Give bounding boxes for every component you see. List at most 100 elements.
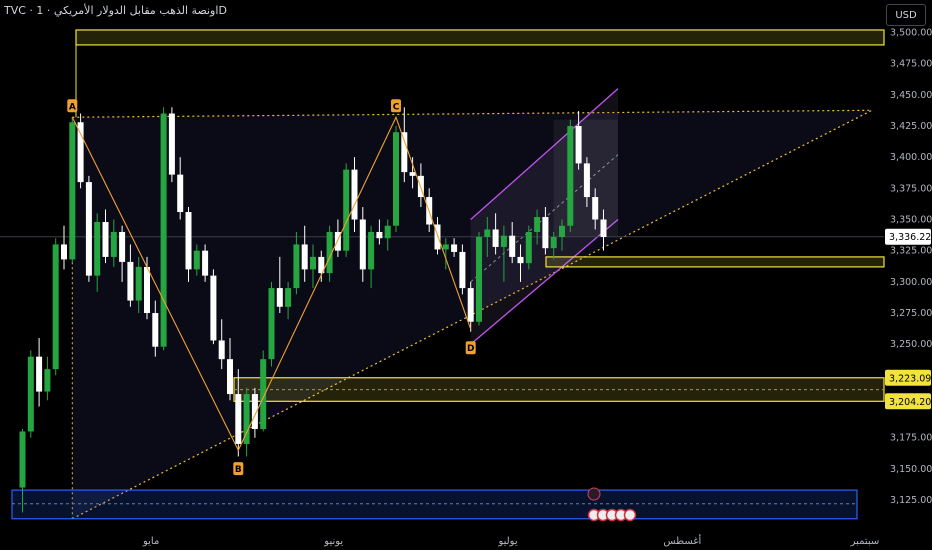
candle-body bbox=[326, 231, 333, 274]
candle-body bbox=[210, 275, 217, 341]
candle-body bbox=[525, 231, 532, 264]
candle-body bbox=[334, 231, 341, 251]
candle-body bbox=[351, 169, 358, 220]
pattern-point-c bbox=[391, 99, 401, 113]
candle-body bbox=[542, 217, 549, 249]
pattern-line bbox=[71, 115, 472, 452]
candle-body bbox=[285, 288, 292, 307]
candle-body bbox=[127, 261, 134, 301]
candle-body bbox=[451, 244, 458, 252]
x-tick-label: مايو bbox=[142, 536, 159, 547]
candle-body bbox=[434, 224, 441, 250]
candle-body bbox=[384, 225, 391, 239]
candle-body bbox=[85, 182, 92, 276]
zone-upper-tag-bg bbox=[885, 369, 931, 386]
candle-body bbox=[318, 256, 325, 274]
x-tick-label: يونيو bbox=[323, 536, 343, 547]
y-tick-label: 3,150.000 bbox=[890, 464, 932, 475]
zone-lower-tag-bg bbox=[885, 393, 931, 410]
candle-body bbox=[185, 212, 192, 270]
x-tick-label: أغسطس bbox=[663, 534, 701, 547]
candle-body bbox=[484, 229, 491, 237]
candle-body bbox=[160, 113, 167, 347]
channel-lower-line bbox=[470, 219, 619, 345]
candle-body bbox=[575, 125, 582, 164]
y-tick-label: 3,125.000 bbox=[890, 495, 932, 506]
candle-body bbox=[102, 222, 109, 257]
candle-body bbox=[202, 250, 209, 276]
current-price-tag: 3,336.220 bbox=[889, 232, 932, 243]
currency-button[interactable]: USD bbox=[886, 4, 926, 26]
zone-blue bbox=[11, 489, 858, 520]
candle-body bbox=[559, 225, 565, 237]
zone-top bbox=[75, 29, 885, 46]
candle-body bbox=[218, 340, 225, 360]
candle-body bbox=[44, 369, 51, 392]
foreground-drawings: A B C D bbox=[67, 99, 637, 522]
y-tick-label: 3,175.000 bbox=[890, 433, 932, 444]
candle-body bbox=[368, 231, 375, 270]
candle-body bbox=[583, 163, 590, 198]
zone-lower-tag: 3,204.205 bbox=[889, 397, 932, 408]
y-tick-label: 3,350.000 bbox=[890, 215, 932, 226]
candle-body bbox=[193, 250, 200, 270]
candle-body bbox=[260, 359, 267, 429]
resistance-dotted-line bbox=[72, 109, 873, 118]
candle-body bbox=[343, 169, 350, 251]
candle-body bbox=[534, 217, 541, 232]
channel-upper-line bbox=[470, 88, 619, 220]
candle-body bbox=[69, 122, 76, 260]
candle-body bbox=[567, 125, 574, 226]
price-axis[interactable]: 3,500.000 3,475.000 3,450.000 3,425.000 3,40… bbox=[885, 27, 932, 506]
y-tick-label: 3,425.000 bbox=[890, 121, 932, 132]
candle-body bbox=[376, 231, 383, 239]
symbol-title: TVC · اونصة الذهب مقابل الدولار الأمريكي… bbox=[4, 4, 227, 17]
candle-body bbox=[467, 288, 474, 322]
y-tick-label: 3,500.000 bbox=[890, 27, 932, 38]
candle-body bbox=[401, 132, 408, 173]
candle-body bbox=[550, 236, 557, 249]
economic-event-icon bbox=[623, 508, 637, 522]
candle-body bbox=[19, 431, 26, 488]
candle-body bbox=[409, 172, 416, 176]
candle-body bbox=[509, 235, 516, 257]
pattern-point-a bbox=[67, 99, 78, 113]
pattern-label: A bbox=[69, 102, 76, 112]
pattern-point-d bbox=[465, 341, 476, 355]
y-tick-label: 3,325.000 bbox=[890, 246, 932, 257]
candle-body bbox=[61, 244, 67, 260]
candle-body bbox=[94, 222, 101, 276]
candle-body bbox=[600, 219, 607, 237]
candle-body bbox=[152, 313, 159, 347]
candle-body bbox=[492, 229, 499, 247]
candle-body bbox=[310, 256, 316, 270]
candle-body bbox=[592, 197, 599, 220]
candle-body bbox=[177, 174, 184, 213]
candle-body bbox=[135, 266, 142, 301]
candle-body bbox=[144, 266, 150, 314]
y-tick-label: 3,300.000 bbox=[890, 277, 932, 288]
current-price-tag-bg bbox=[885, 228, 931, 245]
candle-body bbox=[517, 256, 524, 264]
pattern-label: B bbox=[235, 465, 242, 475]
y-tick-label: 3,450.000 bbox=[890, 90, 932, 101]
candle-body bbox=[251, 394, 258, 429]
candles bbox=[19, 107, 607, 513]
candle-body bbox=[243, 394, 250, 444]
candle-body bbox=[168, 113, 175, 175]
candle-body bbox=[359, 219, 366, 270]
candle-body bbox=[442, 244, 449, 250]
x-tick-label: يوليو bbox=[497, 536, 517, 547]
zone-upper-tag: 3,223.090 bbox=[889, 373, 932, 384]
zone-mid bbox=[545, 256, 885, 268]
y-tick-label: 3,400.000 bbox=[890, 152, 932, 163]
candle-body bbox=[119, 231, 126, 262]
candle-body bbox=[301, 244, 308, 270]
candle-body bbox=[459, 251, 466, 289]
time-axis[interactable]: مايو يونيو يوليو أغسطس سبتمبر bbox=[142, 534, 879, 547]
candle-body bbox=[500, 235, 507, 247]
candle-body bbox=[27, 356, 34, 432]
x-tick-label: سبتمبر bbox=[850, 536, 880, 547]
pattern-point-b bbox=[233, 462, 244, 476]
